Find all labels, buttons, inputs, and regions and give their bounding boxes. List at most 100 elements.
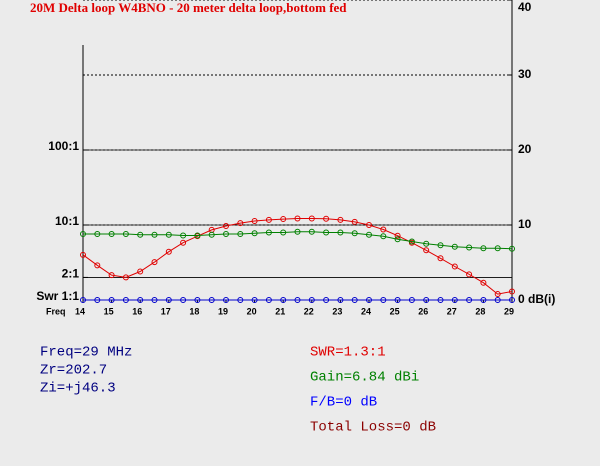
- y2-tick-label: 0 dB(i): [518, 292, 555, 306]
- series-point: [323, 297, 330, 303]
- series-point: [80, 231, 86, 237]
- series-point: [366, 231, 372, 238]
- series-point: [466, 297, 473, 303]
- series-point: [308, 215, 315, 222]
- series-point: [137, 297, 144, 303]
- y-tick-label: 100:1: [48, 139, 79, 153]
- series-point: [494, 245, 501, 252]
- y2-tick-label: 40: [518, 0, 532, 14]
- readout: Zi=+j46.3: [40, 381, 116, 397]
- series-point: [323, 229, 330, 236]
- readout: Freq=29 MHz: [40, 345, 132, 361]
- x-tick-label: 17: [161, 306, 171, 316]
- series-point: [265, 216, 272, 223]
- series-point: [165, 297, 172, 303]
- series-point: [251, 297, 258, 303]
- series-point: [151, 259, 158, 266]
- series-point: [351, 230, 358, 237]
- series-point: [208, 297, 215, 303]
- series-point: [466, 271, 473, 278]
- series-line: [83, 231, 513, 250]
- series-point: [394, 297, 401, 303]
- series-point: [408, 297, 415, 303]
- series-point: [122, 297, 129, 303]
- x-tick-label: 21: [275, 306, 285, 316]
- series-point: [394, 236, 401, 243]
- series-point: [323, 215, 330, 222]
- series-point: [294, 228, 301, 235]
- series-point: [380, 233, 387, 240]
- readout: F/B=0 dB: [310, 395, 377, 411]
- x-axis-label: Freq: [46, 306, 66, 316]
- readout: Zr=202.7: [40, 363, 107, 379]
- series-point: [108, 272, 115, 279]
- series-point: [151, 297, 158, 303]
- y2-tick-label: 30: [518, 67, 532, 81]
- series-point: [94, 297, 101, 303]
- series-point: [437, 242, 444, 249]
- series-point: [494, 297, 501, 303]
- series-point: [94, 262, 101, 269]
- series-point: [165, 231, 172, 238]
- series-point: [294, 215, 301, 222]
- series-point: [480, 297, 487, 303]
- series-point: [308, 228, 315, 235]
- series-point: [337, 216, 344, 223]
- series-point: [366, 297, 372, 303]
- series-point: [509, 245, 515, 252]
- chart-title: 20M Delta loop W4BNO - 20 meter delta lo…: [30, 0, 347, 15]
- series-point: [137, 231, 144, 238]
- series-point: [80, 251, 86, 258]
- x-tick-label: 14: [75, 306, 85, 316]
- series-point: [108, 231, 115, 237]
- series-point: [223, 222, 229, 229]
- series-point: [251, 230, 258, 237]
- series-point: [337, 297, 344, 303]
- series-point: [223, 231, 229, 237]
- x-tick-label: 23: [332, 306, 342, 316]
- series-point: [294, 297, 301, 303]
- series-point: [366, 222, 372, 228]
- x-tick-label: 16: [132, 306, 142, 316]
- x-tick-label: 28: [475, 306, 485, 316]
- series-point: [480, 279, 487, 286]
- series-point: [223, 297, 229, 303]
- series-point: [122, 231, 129, 237]
- series-point: [494, 291, 501, 298]
- series-point: [451, 297, 458, 303]
- series-point: [194, 297, 201, 303]
- series-point: [94, 231, 101, 237]
- x-tick-label: 18: [189, 306, 199, 316]
- y-tick-label: 2:1: [62, 267, 80, 281]
- readout: Gain=6.84 dBi: [310, 370, 419, 386]
- series-point: [437, 297, 444, 303]
- series-point: [423, 297, 430, 303]
- y-tick-label: 10:1: [55, 214, 79, 228]
- x-tick-label: 19: [218, 306, 228, 316]
- x-tick-label: 25: [390, 306, 400, 316]
- series-point: [265, 297, 272, 303]
- series-point: [423, 247, 430, 254]
- series-point: [208, 231, 215, 238]
- series-point: [237, 297, 244, 303]
- series-point: [509, 288, 515, 295]
- series-point: [480, 245, 487, 252]
- x-tick-label: 26: [418, 306, 428, 316]
- series-point: [280, 229, 287, 236]
- series-point: [180, 297, 187, 303]
- series-point: [408, 238, 415, 245]
- series-point: [451, 243, 458, 250]
- series-point: [80, 297, 86, 303]
- x-tick-label: 24: [361, 306, 371, 316]
- series-point: [280, 216, 287, 223]
- readout: Total Loss=0 dB: [310, 420, 436, 436]
- series-point: [308, 297, 315, 303]
- series-point: [337, 229, 344, 236]
- y2-tick-label: 10: [518, 217, 532, 231]
- readout: SWR=1.3:1: [310, 345, 386, 361]
- series-point: [237, 231, 244, 237]
- x-tick-label: 27: [447, 306, 457, 316]
- x-tick-label: 15: [104, 306, 114, 316]
- series-point: [180, 232, 187, 239]
- series-point: [108, 297, 115, 303]
